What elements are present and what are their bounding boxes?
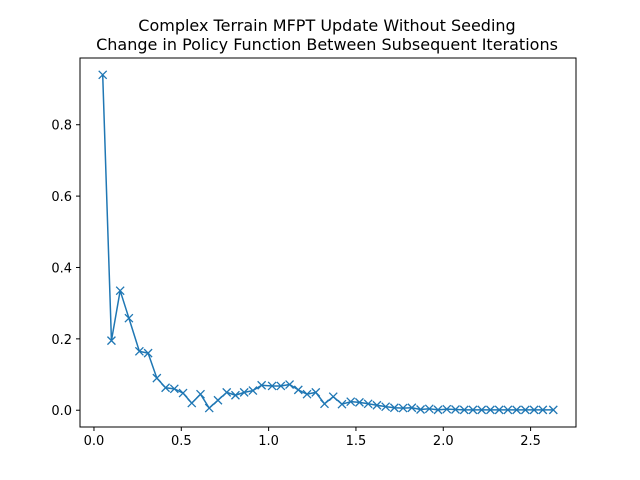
data-point-marker [346, 397, 356, 407]
data-point-marker [381, 402, 391, 412]
data-point-marker [115, 286, 125, 296]
x-tick-label: 0.0 [84, 434, 105, 449]
data-point-marker [320, 399, 329, 409]
data-point-marker [433, 405, 443, 415]
x-tick-label: 1.5 [346, 434, 367, 449]
data-point-marker [389, 403, 399, 413]
x-tick-label: 2.0 [433, 434, 454, 449]
data-point-marker [124, 313, 134, 323]
data-point-marker [311, 387, 321, 397]
data-point-marker [442, 404, 452, 414]
data-point-marker [276, 381, 286, 391]
data-point-marker [293, 385, 303, 395]
data-point-marker [459, 405, 469, 415]
data-point-marker [187, 398, 197, 408]
data-point-marker [328, 392, 338, 402]
data-point-marker [503, 405, 513, 415]
chart-title: Complex Terrain MFPT Update Without Seed… [138, 16, 515, 35]
data-point-marker [494, 405, 504, 415]
data-point-marker [267, 381, 277, 391]
data-point-marker [512, 405, 522, 415]
data-point-marker [477, 405, 487, 415]
data-point-marker [204, 403, 214, 413]
data-point-marker [98, 70, 108, 80]
data-point-marker [134, 346, 144, 356]
x-tick-label: 2.5 [520, 434, 541, 449]
data-point-marker [152, 373, 162, 383]
data-point-marker [354, 397, 364, 407]
x-tick-label: 1.0 [258, 434, 279, 449]
data-point-marker [424, 404, 434, 414]
y-tick-label: 0.8 [51, 119, 72, 134]
data-point-marker [398, 403, 408, 413]
data-point-marker [222, 387, 232, 397]
data-point-marker [169, 384, 179, 394]
data-point-marker [337, 399, 347, 409]
axes-frame [79, 57, 577, 428]
chart-subtitle: Change in Policy Function Between Subseq… [96, 35, 558, 54]
data-point-marker [248, 386, 258, 396]
data-point-marker [520, 405, 530, 415]
data-point-marker [239, 387, 249, 397]
data-point-marker [143, 348, 153, 358]
data-point-marker [468, 405, 478, 415]
data-point-marker [548, 405, 558, 415]
data-point-marker [178, 388, 188, 398]
data-point-marker [451, 405, 460, 414]
axis-ticks: 0.0 0.5 1.0 1.5 2.0 2.5 0.0 0.2 0.4 0.6 0.8 [51, 119, 541, 449]
data-point-marker [196, 389, 205, 399]
data-point-marker [363, 399, 373, 409]
data-point-marker [485, 405, 495, 415]
series-group [98, 70, 558, 415]
y-tick-label: 0.2 [51, 333, 72, 348]
data-point-marker [213, 395, 223, 405]
data-point-marker [302, 389, 312, 399]
y-tick-label: 0.6 [51, 190, 72, 205]
data-point-marker [257, 380, 267, 390]
data-point-marker [106, 336, 116, 346]
data-point-marker [538, 405, 548, 415]
y-tick-label: 0.0 [51, 404, 72, 419]
data-point-marker [416, 405, 426, 414]
data-point-marker [372, 400, 382, 410]
data-point-marker [161, 383, 171, 393]
data-point-marker [230, 390, 240, 400]
data-point-marker [407, 403, 417, 413]
x-tick-label: 0.5 [171, 434, 192, 449]
data-point-marker [285, 380, 295, 389]
data-point-marker [529, 405, 539, 415]
y-tick-label: 0.4 [51, 261, 72, 276]
